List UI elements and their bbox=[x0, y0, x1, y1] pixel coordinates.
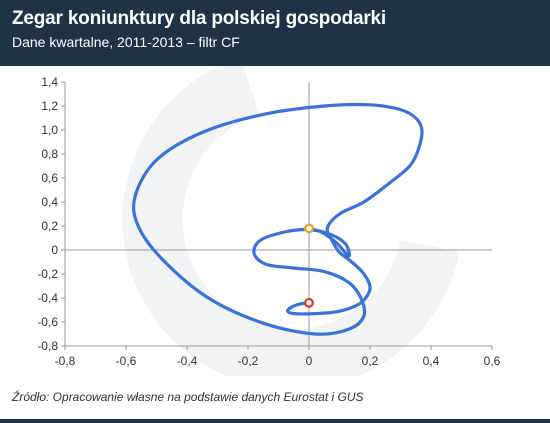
chart-title: Zegar koniunktury dla polskiej gospodark… bbox=[12, 8, 386, 29]
x-tick-label: -0,6 bbox=[116, 354, 137, 368]
y-tick-label: 0,8 bbox=[41, 147, 58, 161]
x-tick-label: -0,2 bbox=[238, 354, 259, 368]
end-marker bbox=[304, 223, 314, 234]
x-tick-label: -0,4 bbox=[177, 354, 198, 368]
y-tick-label: 1,4 bbox=[41, 75, 58, 89]
start-marker bbox=[304, 297, 314, 308]
y-tick-label: -0,2 bbox=[37, 267, 58, 281]
header-bar: Zegar koniunktury dla polskiej gospodark… bbox=[0, 0, 550, 66]
y-tick-label: -0,4 bbox=[37, 291, 58, 305]
x-tick-label: -0,8 bbox=[55, 354, 76, 368]
y-tick-label: 0,6 bbox=[41, 171, 58, 185]
axes bbox=[61, 81, 493, 350]
y-tick-label: 1,0 bbox=[41, 123, 58, 137]
y-tick-label: -0,6 bbox=[37, 315, 58, 329]
x-tick-label: 0,6 bbox=[484, 354, 501, 368]
y-tick-label: 1,2 bbox=[41, 99, 58, 113]
series-line bbox=[131, 102, 424, 336]
x-tick-label: 0 bbox=[306, 354, 313, 368]
y-tick-labels: 1,4 1,2 1,0 0,8 0,6 0,4 0,2 0 -0,2 -0,4 -0,6 -0,8 bbox=[37, 75, 58, 353]
y-tick-label: 0 bbox=[51, 243, 58, 257]
y-tick-label: -0,8 bbox=[37, 339, 58, 353]
bottom-rule bbox=[0, 419, 550, 423]
y-tick-label: 0,4 bbox=[41, 195, 58, 209]
chart-area: -0,8 -0,6 -0,4 -0,2 0 0,2 0,4 0,6 1,4 1,2 1,0 0,8 0… bbox=[37, 66, 501, 376]
x-tick-label: 0,2 bbox=[362, 354, 379, 368]
y-tick-label: 0,2 bbox=[41, 219, 58, 233]
source-note: Źródło: Opracowanie własne na podstawie … bbox=[12, 390, 364, 404]
watermark-logo bbox=[122, 66, 460, 376]
chart-subtitle: Dane kwartalne, 2011-2013 – filtr CF bbox=[12, 34, 240, 50]
x-tick-label: 0,4 bbox=[423, 354, 440, 368]
x-tick-labels: -0,8 -0,6 -0,4 -0,2 0 0,2 0,4 0,6 bbox=[55, 354, 501, 368]
